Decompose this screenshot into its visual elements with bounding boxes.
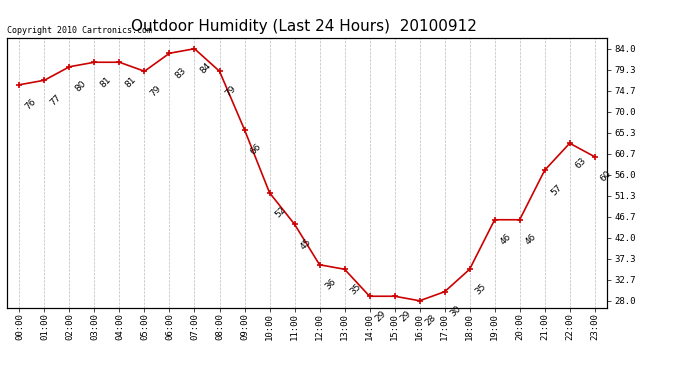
Text: 77: 77 bbox=[48, 93, 63, 107]
Text: 80: 80 bbox=[74, 79, 88, 94]
Text: 57: 57 bbox=[549, 183, 563, 197]
Text: 46: 46 bbox=[499, 232, 513, 247]
Text: 28: 28 bbox=[424, 313, 438, 328]
Text: 29: 29 bbox=[374, 309, 388, 323]
Text: Copyright 2010 Cartronics.com: Copyright 2010 Cartronics.com bbox=[7, 26, 152, 35]
Text: 46: 46 bbox=[524, 232, 538, 247]
Text: 66: 66 bbox=[248, 142, 263, 157]
Text: 83: 83 bbox=[174, 66, 188, 80]
Text: 84: 84 bbox=[199, 61, 213, 76]
Text: 45: 45 bbox=[299, 237, 313, 251]
Text: 52: 52 bbox=[274, 205, 288, 220]
Text: 81: 81 bbox=[99, 75, 113, 89]
Text: 35: 35 bbox=[474, 282, 489, 296]
Text: 76: 76 bbox=[23, 97, 38, 112]
Text: 79: 79 bbox=[148, 84, 163, 98]
Text: Outdoor Humidity (Last 24 Hours)  20100912: Outdoor Humidity (Last 24 Hours) 2010091… bbox=[130, 19, 477, 34]
Text: 29: 29 bbox=[399, 309, 413, 323]
Text: 36: 36 bbox=[324, 277, 338, 292]
Text: 35: 35 bbox=[348, 282, 363, 296]
Text: 81: 81 bbox=[124, 75, 138, 89]
Text: 30: 30 bbox=[448, 304, 463, 319]
Text: 63: 63 bbox=[574, 156, 589, 170]
Text: 60: 60 bbox=[599, 169, 613, 184]
Text: 79: 79 bbox=[224, 84, 238, 98]
